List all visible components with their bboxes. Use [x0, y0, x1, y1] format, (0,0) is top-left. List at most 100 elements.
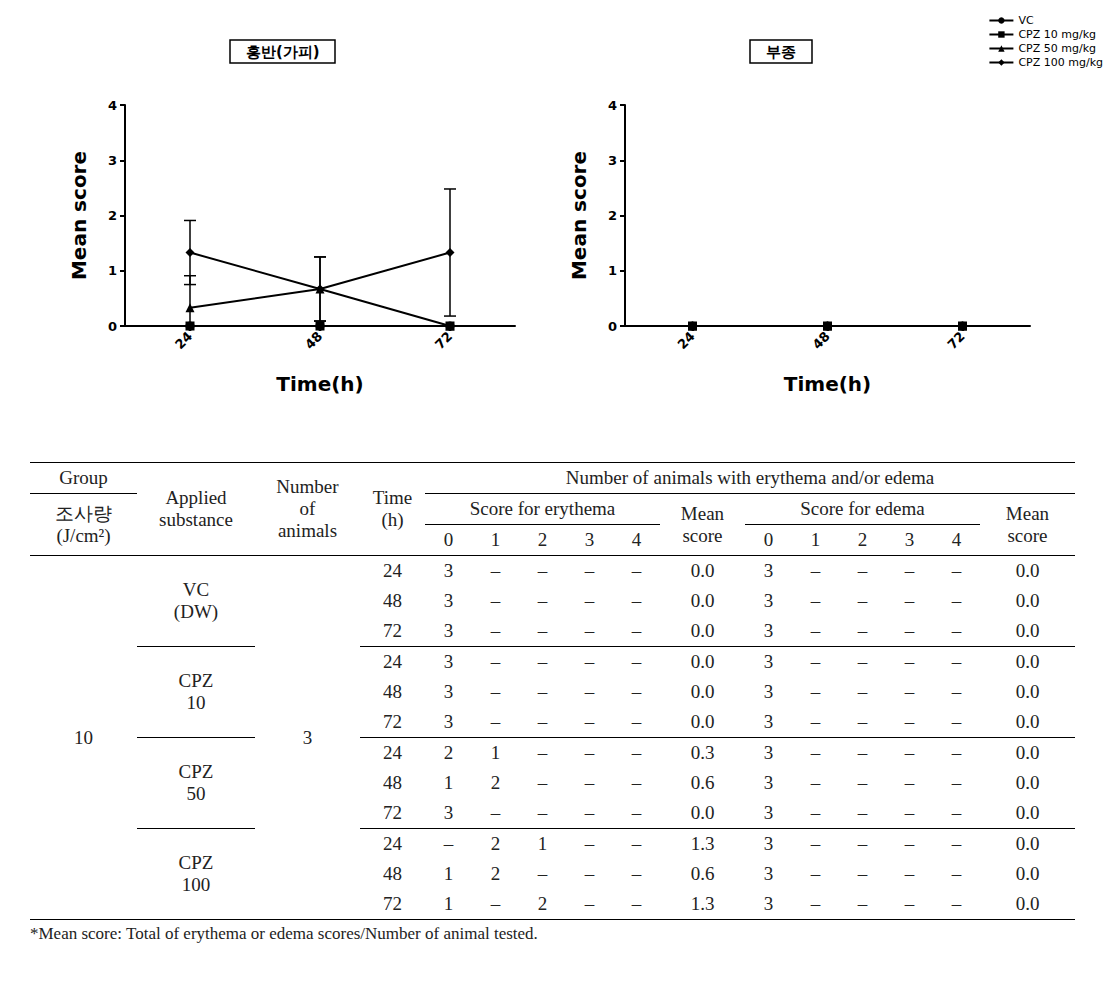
svg-text:72: 72: [944, 329, 967, 352]
html-text:0.0: 0.0: [1015, 742, 1040, 763]
svg-text:CPZ 100 mg/kg: CPZ 100 mg/kg: [1018, 56, 1103, 69]
html-text:Group: Group: [59, 467, 108, 488]
html-text:4: 4: [951, 529, 962, 550]
html-text:of: of: [299, 498, 316, 519]
html-text:0.6: 0.6: [690, 772, 715, 793]
svg-text:4: 4: [108, 98, 117, 113]
html-text:50: 50: [186, 783, 206, 804]
html-text:0.0: 0.0: [690, 802, 715, 823]
html-text:72: 72: [383, 620, 402, 641]
html-text:1: 1: [810, 529, 821, 550]
svg-text:Time(h): Time(h): [784, 372, 871, 396]
svg-text:3: 3: [108, 153, 117, 168]
html-text:Number of animals with erythem: Number of animals with erythema and/or e…: [565, 467, 935, 488]
html-text:CPZ: CPZ: [178, 761, 214, 782]
html-text:0.6: 0.6: [690, 863, 715, 884]
html-text:0.0: 0.0: [690, 711, 715, 732]
html-text:72: 72: [383, 711, 402, 732]
html-text:10: 10: [186, 692, 206, 713]
html-text:0.0: 0.0: [690, 681, 715, 702]
html-text:0.0: 0.0: [1015, 802, 1040, 823]
html-text:48: 48: [383, 590, 402, 611]
svg-text:4: 4: [608, 98, 617, 113]
html-text:조사량 (J/cm²): 조사량 (J/cm²): [55, 502, 112, 546]
html-text:Score for edema: Score for edema: [800, 498, 925, 519]
html-text:3: 3: [904, 529, 915, 550]
svg-text:부종: 부종: [766, 43, 796, 61]
html-text:0.0: 0.0: [1015, 772, 1040, 793]
html-text:*Mean score: Total of erythema: *Mean score: Total of erythema or edema …: [30, 924, 538, 943]
html-text:0.0: 0.0: [1015, 560, 1040, 581]
html-text:Mean: Mean: [1005, 502, 1050, 524]
svg-text:2: 2: [608, 208, 617, 223]
html-text:48: 48: [383, 772, 402, 793]
html-text:Score for erythema: Score for erythema: [469, 498, 616, 519]
html-text:0.0: 0.0: [690, 590, 715, 611]
svg-text:홍반(가피): 홍반(가피): [246, 43, 320, 61]
html-text:VC: VC: [182, 579, 210, 600]
html-text:0.0: 0.0: [690, 651, 715, 672]
html-text:3: 3: [584, 529, 595, 550]
html-text:0.3: 0.3: [690, 742, 715, 763]
html-text:24: 24: [383, 742, 402, 763]
html-text:score: score: [682, 524, 723, 546]
svg-text:24: 24: [172, 329, 195, 352]
svg-text:Mean score: Mean score: [67, 151, 91, 280]
html-text:Mean: Mean: [680, 502, 725, 524]
html-text:72: 72: [383, 893, 402, 914]
html-text:0: 0: [763, 529, 774, 550]
svg-text:2: 2: [108, 208, 117, 223]
html-text:100: 100: [181, 874, 211, 895]
html-text:3: 3: [443, 560, 454, 581]
svg-text:CPZ 10 mg/kg: CPZ 10 mg/kg: [1018, 28, 1096, 41]
svg-text:CPZ 50 mg/kg: CPZ 50 mg/kg: [1018, 42, 1096, 55]
svg-text:1: 1: [608, 263, 617, 278]
svg-text:48: 48: [809, 329, 832, 352]
html-text:0.0: 0.0: [1015, 590, 1040, 611]
html-text:10: 10: [74, 726, 93, 748]
html-text:0: 0: [443, 529, 454, 550]
html-text:3: 3: [302, 726, 313, 748]
html-text:48: 48: [383, 681, 402, 702]
html-text:2: 2: [857, 529, 868, 550]
html-text:0.0: 0.0: [690, 560, 715, 581]
html-text:0.0: 0.0: [690, 620, 715, 641]
svg-text:24: 24: [674, 329, 697, 352]
html-text:1.3: 1.3: [690, 833, 715, 854]
html-text:72: 72: [383, 802, 402, 823]
html-text:1: 1: [490, 529, 501, 550]
html-text:(h): (h): [381, 509, 404, 530]
html-text:Number: Number: [276, 476, 339, 497]
html-text:Time: Time: [372, 487, 413, 508]
html-text:(DW): (DW): [173, 601, 219, 622]
svg-text:72: 72: [432, 329, 455, 352]
svg-text:Time(h): Time(h): [276, 372, 363, 396]
html-text:48: 48: [383, 863, 402, 884]
html-text:0.0: 0.0: [1015, 620, 1040, 641]
html-text:0.0: 0.0: [1015, 893, 1040, 914]
svg-text:VC: VC: [1018, 14, 1034, 27]
html-text:0.0: 0.0: [1015, 651, 1040, 672]
svg-text:0: 0: [608, 319, 617, 334]
svg-text:0: 0: [108, 319, 117, 334]
html-text:Applied: Applied: [165, 487, 227, 508]
svg-text:48: 48: [302, 329, 325, 352]
html-text:animals: animals: [277, 520, 337, 541]
html-text:score: score: [1007, 524, 1048, 546]
html-text:1.3: 1.3: [690, 893, 715, 914]
html-text:0.0: 0.0: [1015, 711, 1040, 732]
html-text:0.0: 0.0: [1015, 863, 1040, 884]
html-text:24: 24: [383, 651, 402, 672]
html-text:0.0: 0.0: [1015, 681, 1040, 702]
html-text:substance: substance: [159, 509, 233, 530]
html-text:CPZ: CPZ: [178, 852, 214, 873]
html-text:24: 24: [383, 560, 402, 581]
html-text:CPZ: CPZ: [178, 670, 214, 691]
svg-text:1: 1: [108, 263, 117, 278]
html-text:24: 24: [383, 833, 402, 854]
html-text:4: 4: [631, 529, 642, 550]
svg-text:3: 3: [608, 153, 617, 168]
html-text:0.0: 0.0: [1015, 833, 1040, 854]
html-text:2: 2: [537, 529, 548, 550]
svg-text:Mean score: Mean score: [567, 151, 591, 280]
